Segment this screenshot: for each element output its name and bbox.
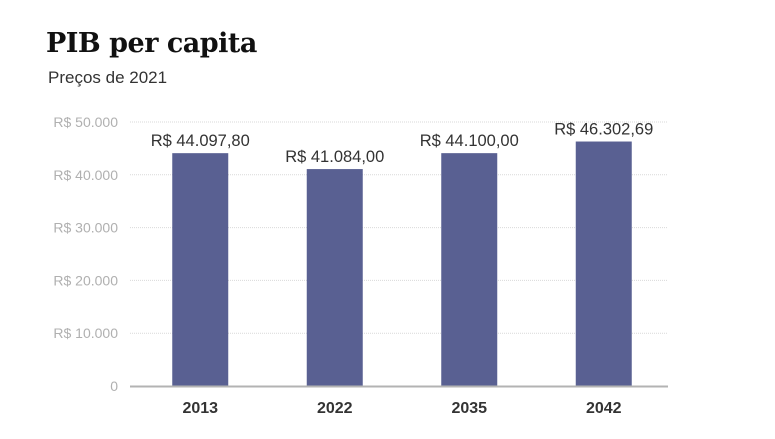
y-tick-label: R$ 50.000 [53, 114, 118, 130]
y-tick-label: R$ 20.000 [53, 272, 118, 288]
bar-2042 [575, 141, 632, 386]
x-tick-label: 2035 [451, 400, 487, 417]
bar-2022 [306, 169, 363, 386]
y-tick-label: R$ 40.000 [53, 167, 118, 183]
data-label: R$ 46.302,69 [554, 121, 653, 139]
y-tick-label: R$ 30.000 [53, 220, 118, 236]
bar-2013 [172, 153, 229, 386]
y-tick-label: 0 [110, 378, 118, 394]
data-label: R$ 44.097,80 [151, 132, 250, 150]
data-label: R$ 41.084,00 [285, 148, 384, 166]
chart-title: PIB per capita [46, 28, 257, 59]
x-tick-label: 2042 [586, 400, 622, 417]
x-tick-label: 2013 [182, 400, 218, 417]
bar-2035 [441, 153, 498, 386]
chart-subtitle: Preços de 2021 [48, 68, 168, 87]
x-tick-label: 2022 [317, 400, 353, 417]
data-label: R$ 44.100,00 [420, 132, 519, 150]
y-tick-label: R$ 10.000 [53, 325, 118, 341]
